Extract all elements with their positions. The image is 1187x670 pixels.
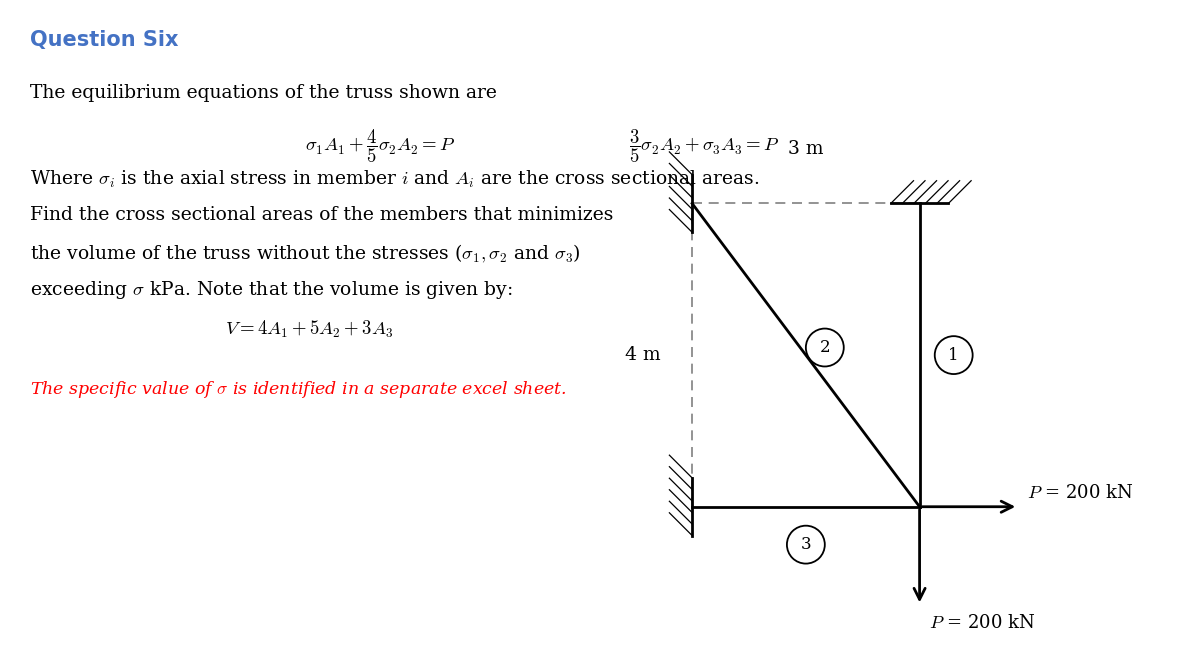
Text: 3: 3 bbox=[800, 536, 811, 553]
Text: 1: 1 bbox=[948, 346, 959, 364]
Text: 3 m: 3 m bbox=[788, 140, 824, 158]
Text: Question Six: Question Six bbox=[30, 30, 178, 50]
Text: 4 m: 4 m bbox=[626, 346, 661, 364]
Text: $\sigma_1 A_1 + \dfrac{4}{5}\sigma_2 A_2 = P$: $\sigma_1 A_1 + \dfrac{4}{5}\sigma_2 A_2… bbox=[305, 127, 455, 165]
Text: The equilibrium equations of the truss shown are: The equilibrium equations of the truss s… bbox=[30, 84, 496, 102]
Text: $P$ = 200 kN: $P$ = 200 kN bbox=[1027, 484, 1134, 502]
Text: $V = 4A_1 + 5A_2 + 3A_3$: $V = 4A_1 + 5A_2 + 3A_3$ bbox=[224, 319, 393, 340]
Text: Find the cross sectional areas of the members that minimizes: Find the cross sectional areas of the me… bbox=[30, 206, 612, 224]
Text: Where $\sigma_i$ is the axial stress in member $i$ and $A_i$ are the cross secti: Where $\sigma_i$ is the axial stress in … bbox=[30, 169, 760, 190]
Text: The specific value of $\sigma$ is identified in a separate excel sheet.: The specific value of $\sigma$ is identi… bbox=[30, 379, 566, 399]
Text: $\dfrac{3}{5}\sigma_2 A_2 + \sigma_3 A_3 = P$: $\dfrac{3}{5}\sigma_2 A_2 + \sigma_3 A_3… bbox=[629, 127, 780, 165]
Text: $P$ = 200 kN: $P$ = 200 kN bbox=[928, 614, 1035, 632]
Text: 2: 2 bbox=[819, 339, 830, 356]
Text: the volume of the truss without the stresses ($\sigma_1, \sigma_2$ and $\sigma_3: the volume of the truss without the stre… bbox=[30, 243, 580, 265]
Text: exceeding $\sigma$ kPa. Note that the volume is given by:: exceeding $\sigma$ kPa. Note that the vo… bbox=[30, 279, 512, 301]
